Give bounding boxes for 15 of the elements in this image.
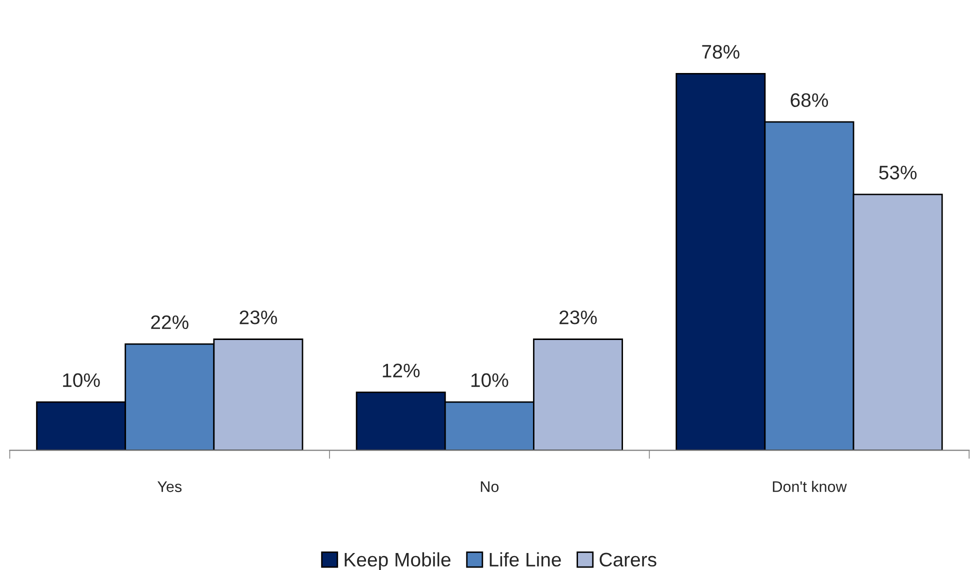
- legend-label: Keep Mobile: [344, 552, 450, 570]
- data-label: 22%: [151, 315, 188, 330]
- data-label: 10%: [63, 373, 100, 388]
- legend-label: Life Line: [490, 552, 561, 567]
- data-label: 23%: [240, 310, 277, 324]
- data-label: 68%: [790, 93, 828, 108]
- data-label: 12%: [382, 364, 420, 378]
- legend-label: Carers: [600, 552, 656, 567]
- x-tick-label: Yes: [158, 481, 182, 492]
- data-label: 10%: [471, 373, 508, 388]
- data-label: 53%: [879, 166, 917, 180]
- x-tick-label: No: [480, 481, 499, 492]
- data-label: 78%: [702, 44, 740, 59]
- x-tick-label: Don't know: [772, 480, 847, 492]
- data-label: 23%: [560, 310, 597, 324]
